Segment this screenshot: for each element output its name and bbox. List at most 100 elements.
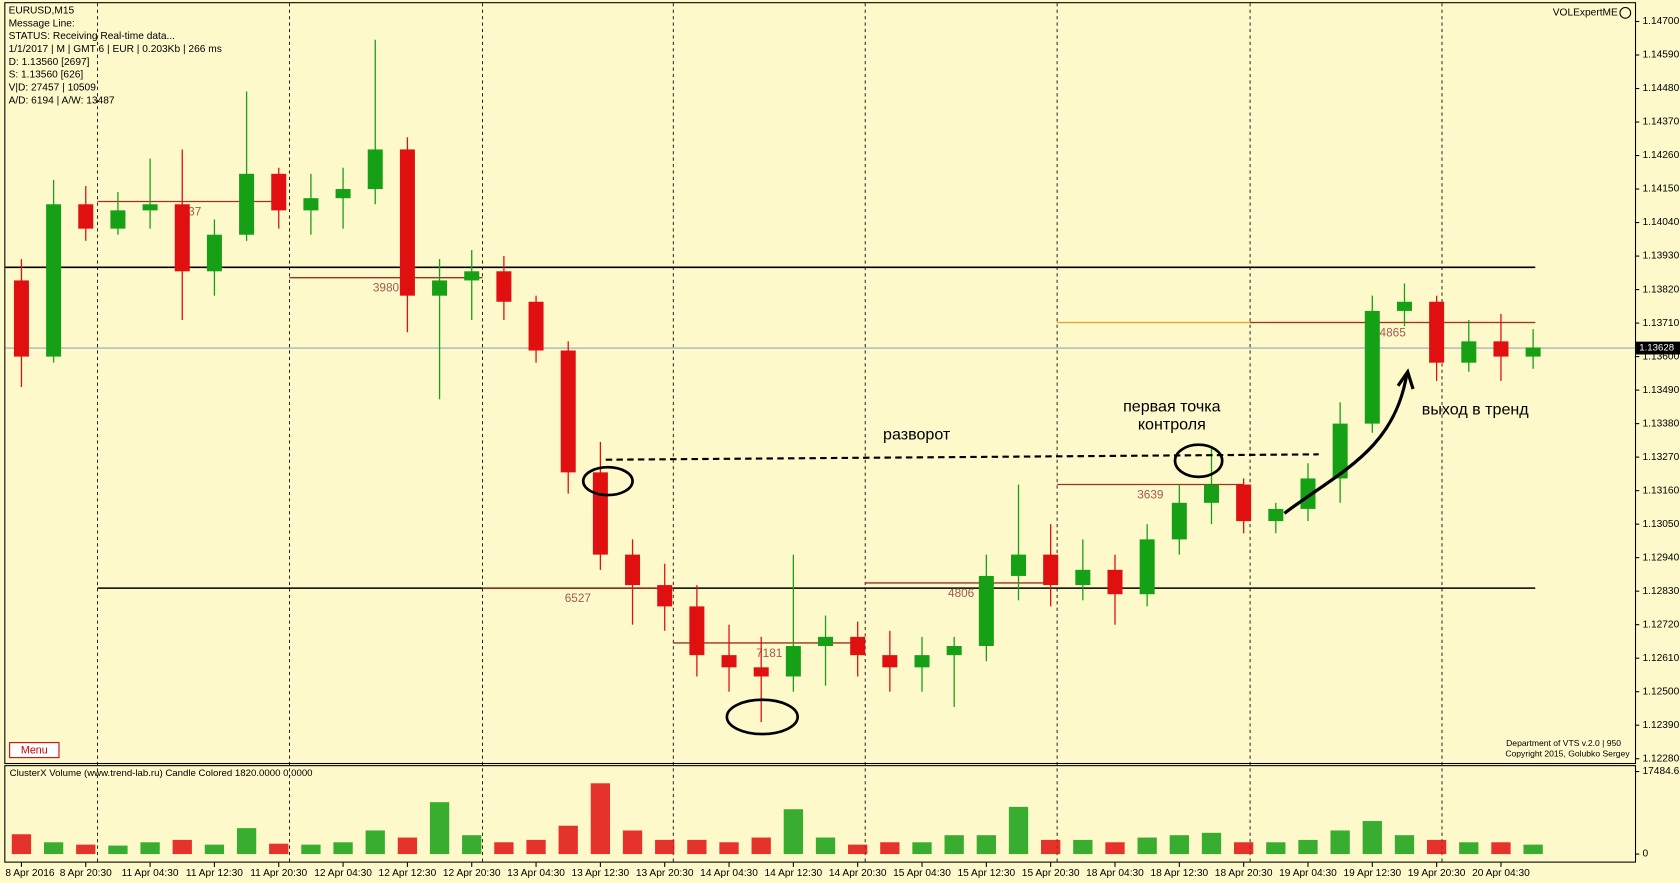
info-line: A/D: 6194 | A/W: 13487 — [9, 95, 115, 106]
y-tick-label: 1.13160 — [1642, 485, 1679, 496]
x-tick-label: 11 Apr 04:30 — [122, 868, 179, 879]
volume-bar — [1459, 842, 1479, 855]
candle-body — [1236, 484, 1252, 522]
candle-body — [978, 575, 994, 646]
volume-bar — [719, 842, 739, 855]
volume-bar — [944, 835, 964, 855]
candle-body — [721, 655, 737, 668]
x-tick-label: 19 Apr 20:30 — [1408, 868, 1466, 879]
x-tick-label: 14 Apr 20:30 — [829, 868, 887, 879]
candle-body — [1525, 347, 1541, 357]
x-tick-label: 15 Apr 20:30 — [1022, 868, 1080, 879]
candle-body — [335, 189, 351, 199]
candle-body — [1139, 539, 1155, 595]
x-tick-label: 18 Apr 12:30 — [1150, 868, 1208, 879]
candle-body — [882, 655, 898, 668]
volume-bar — [526, 839, 546, 855]
candle-body — [1107, 569, 1123, 595]
volume-bar — [140, 842, 160, 855]
candle-body — [142, 204, 158, 211]
candle-body — [78, 204, 94, 229]
x-tick-label: 12 Apr 12:30 — [379, 868, 437, 879]
candle-body — [914, 655, 930, 668]
volume-level-label: 3980 — [373, 282, 400, 295]
info-line: Message Line: — [9, 18, 75, 29]
axes: 1.14700 1.14590 1.14480 1.14370 1.14260 1.141… — [5, 16, 1680, 879]
volume-bar — [687, 839, 707, 855]
candle-body — [206, 234, 222, 272]
y-tick-label: 1.12500 — [1642, 686, 1679, 697]
main-frame — [4, 2, 1637, 765]
info-line: D: 1.13560 [2697] — [9, 57, 90, 68]
annotation: разворот — [883, 425, 951, 443]
volume-bar — [751, 837, 771, 855]
x-tick-label: 19 Apr 04:30 — [1279, 868, 1337, 879]
x-tick-label: 14 Apr 04:30 — [700, 868, 758, 879]
x-tick-label: 12 Apr 20:30 — [443, 868, 501, 879]
x-tick-label: 18 Apr 20:30 — [1215, 868, 1273, 879]
volume-bar — [1362, 821, 1382, 855]
candle-body — [496, 271, 512, 302]
volume-bar — [269, 843, 289, 855]
volume-bar — [333, 842, 353, 855]
volume-bar — [397, 837, 418, 855]
volume-bar — [11, 834, 32, 855]
candle-body — [785, 645, 801, 677]
y-tick-label: 1.13050 — [1642, 519, 1679, 530]
menu-label[interactable]: Menu — [21, 744, 48, 756]
candle-body — [592, 472, 608, 555]
x-tick-label: 12 Apr 04:30 — [314, 868, 372, 879]
candle-body — [946, 645, 962, 656]
dashed-line — [605, 453, 1319, 461]
candle-body — [753, 667, 769, 677]
candle-body — [432, 280, 448, 296]
candle-body — [110, 210, 126, 229]
y-tick-label: 1.14480 — [1642, 83, 1679, 94]
annotation: первая точка — [1123, 397, 1221, 415]
candle-body — [13, 280, 29, 357]
volume-tick-label: 0 — [1642, 849, 1648, 860]
volume-bar — [172, 839, 192, 855]
x-tick-label: 8 Apr 20:30 — [60, 868, 112, 879]
footer-line: Department of VTS v.2.0 | 950 — [1506, 738, 1621, 748]
circle-mark — [725, 698, 799, 736]
symbol: EURUSD,M15 — [9, 5, 75, 16]
candle-body — [850, 636, 866, 656]
volume-bar — [848, 844, 868, 855]
day-separators — [97, 3, 1443, 862]
info-line: V|D: 27457 | 10509 — [9, 83, 97, 94]
last-price-label: 1.13628 — [1639, 343, 1674, 354]
plot: 4837398065277181480636394865 — [5, 39, 1635, 855]
candle-body — [1268, 508, 1284, 522]
volume-bar — [558, 825, 578, 855]
y-tick-label: 1.13820 — [1642, 284, 1679, 295]
menu-button[interactable] — [9, 742, 60, 759]
volume-bar — [622, 830, 643, 855]
y-tick-label: 1.12390 — [1642, 720, 1679, 731]
x-tick-label: 14 Apr 12:30 — [765, 868, 823, 879]
candle-body — [1493, 341, 1509, 357]
candle-body — [1429, 301, 1445, 363]
volume-bar — [1105, 842, 1125, 855]
volume-bar — [655, 839, 675, 855]
volume-bar — [1394, 835, 1415, 855]
volume-bar — [976, 835, 996, 855]
volume-bar — [76, 844, 96, 855]
volume-bar — [1073, 839, 1093, 855]
annotation: контроля — [1138, 416, 1206, 434]
candle-body — [818, 636, 834, 646]
arrow — [1283, 374, 1409, 515]
volume-bar — [204, 844, 225, 855]
candle-body — [1043, 554, 1059, 586]
candle-body — [560, 350, 576, 473]
x-tick-label: 8 Apr 2016 — [5, 868, 55, 879]
volume-bar — [1137, 837, 1157, 855]
candle-body — [1396, 301, 1412, 311]
x-tick-label: 11 Apr 20:30 — [250, 868, 307, 879]
candle-body — [1075, 569, 1091, 586]
candle-body — [464, 271, 480, 281]
candle-body — [399, 149, 415, 296]
volume-bar — [494, 842, 514, 855]
y-tick-label: 1.13710 — [1642, 318, 1679, 329]
